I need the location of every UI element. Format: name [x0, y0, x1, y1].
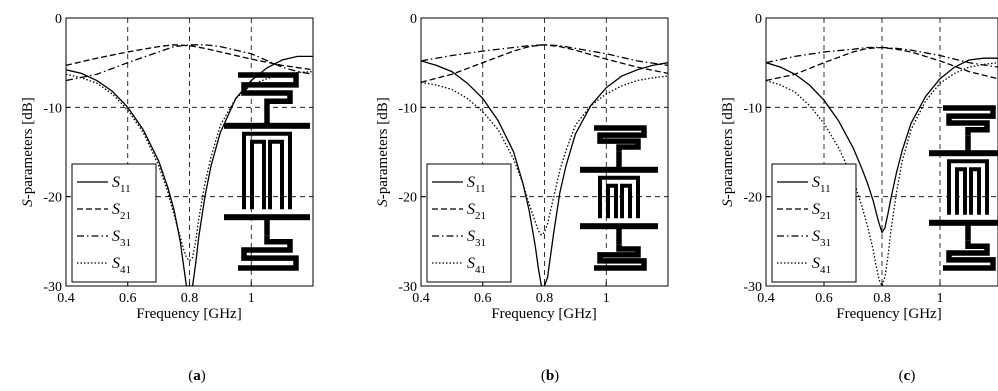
- x-tick-label: 0.4: [757, 291, 775, 306]
- legend-label-s11: S11: [112, 174, 131, 195]
- series-line-s21: [421, 44, 668, 83]
- legend: S11 S21 S31 S41: [426, 163, 512, 283]
- x-tick-label: 0.4: [412, 291, 430, 306]
- coupler-port-bar-upper: [929, 150, 998, 157]
- series-line-s11: [66, 55, 313, 286]
- panel-label: (a): [188, 368, 206, 384]
- coupler-meander-top: [943, 105, 996, 136]
- legend-label-s21: S21: [812, 201, 831, 222]
- y-tick-label: -10: [743, 101, 762, 116]
- chart-panel-a: 0.4 0.6 0.8 1 0 -10 -20 -30 Frequency [GHz] S-par…: [20, 12, 314, 384]
- legend: S11 S21 S31 S41: [771, 163, 857, 283]
- series-line-s41: [766, 62, 998, 286]
- y-tick-label: 0: [755, 12, 762, 27]
- y-tick-label: -20: [743, 191, 762, 206]
- coupler-outer-loop: [242, 131, 292, 210]
- y-tick-label: 0: [410, 12, 417, 27]
- legend-label-s41: S41: [467, 255, 486, 276]
- series-line-s11: [421, 60, 668, 286]
- coupler-meander-top: [594, 125, 647, 152]
- y-tick-label: -10: [398, 101, 417, 116]
- legend-label-s31: S31: [467, 228, 486, 249]
- coupler-outer-loop: [947, 159, 989, 215]
- coupler-inner-loop-left: [955, 167, 967, 215]
- coupler-meander-bottom: [943, 240, 996, 271]
- coupler-meander-bottom: [594, 244, 647, 271]
- x-tick-label: 0.8: [536, 291, 554, 306]
- coupler-inner-loop-right: [969, 167, 981, 215]
- panel-label: (b): [541, 368, 559, 384]
- legend-label-s41: S41: [112, 255, 131, 276]
- x-axis-label: Frequency [GHz]: [836, 306, 941, 322]
- y-tick-label: -10: [43, 101, 62, 116]
- chart-panel-b: 0.4 0.6 0.8 1 0 -10 -20 -30 Frequency [GHz] S-par…: [375, 12, 669, 384]
- series-line-s11: [766, 57, 998, 234]
- legend-label-s31: S31: [112, 228, 131, 249]
- coupler-port-bar-lower: [929, 219, 998, 226]
- legend-label-s11: S11: [467, 174, 486, 195]
- series-line-s21: [66, 44, 313, 71]
- legend-label-s21: S21: [467, 201, 486, 222]
- legend-box: [426, 163, 512, 283]
- y-tick-label: -20: [43, 191, 62, 206]
- legend-box: [71, 163, 157, 283]
- series-line-s41: [421, 75, 668, 237]
- y-tick-label: -30: [743, 280, 762, 295]
- y-tick-label: 0: [55, 12, 62, 27]
- coupler-inner-loop-right: [620, 183, 632, 219]
- y-axis-label: S-parameters [dB]: [20, 97, 36, 207]
- y-tick-label: -30: [43, 280, 62, 295]
- x-tick-label: 0.6: [815, 291, 833, 306]
- x-tick-label: 1: [603, 291, 610, 306]
- x-tick-label: 0.8: [873, 291, 891, 306]
- chart-panel-c: 0.4 0.6 0.8 1 0 -10 -20 -30 Frequency [GHz] S-par…: [720, 12, 998, 384]
- legend: S11 S21 S31 S41: [71, 163, 157, 283]
- x-axis-label: Frequency [GHz]: [491, 306, 596, 322]
- panel-label: (c): [899, 368, 916, 384]
- coupler-meander-bottom: [238, 235, 299, 271]
- y-axis-label: S-parameters [dB]: [375, 97, 391, 207]
- x-tick-label: 1: [937, 291, 944, 306]
- legend-label-s21: S21: [112, 201, 131, 222]
- legend-label-s41: S41: [812, 255, 831, 276]
- coupler-outer-loop: [598, 175, 640, 219]
- x-tick-label: 0.4: [57, 291, 75, 306]
- y-tick-label: -30: [398, 280, 417, 295]
- coupler-inner-loop-right: [268, 139, 284, 210]
- x-tick-label: 0.6: [119, 291, 137, 306]
- x-axis-label: Frequency [GHz]: [136, 306, 241, 322]
- series-line-s31: [66, 44, 313, 82]
- y-axis-label: S-parameters [dB]: [720, 97, 736, 207]
- legend-label-s31: S31: [812, 228, 831, 249]
- legend-label-s11: S11: [812, 174, 831, 195]
- x-tick-label: 0.6: [474, 291, 492, 306]
- coupler-meander-top: [238, 72, 299, 108]
- coupler-inner-loop-left: [250, 139, 266, 210]
- x-tick-label: 0.8: [181, 291, 199, 306]
- series-line-s31: [766, 46, 998, 68]
- coupler-inner-loop-left: [606, 183, 618, 219]
- legend-box: [771, 163, 857, 283]
- y-tick-label: -20: [398, 191, 417, 206]
- x-tick-label: 1: [248, 291, 255, 306]
